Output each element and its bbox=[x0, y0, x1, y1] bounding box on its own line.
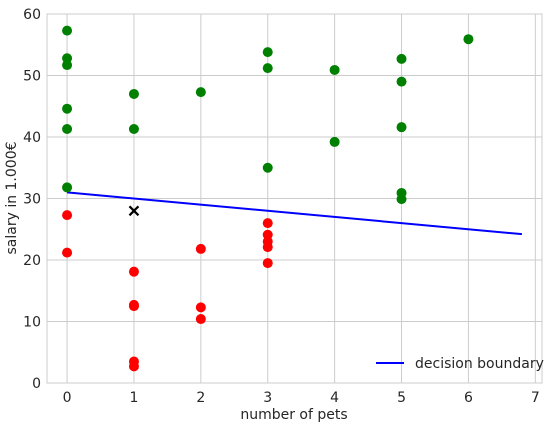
x-axis-label: number of pets bbox=[240, 407, 347, 423]
green-data-point bbox=[463, 34, 474, 45]
green-data-point bbox=[62, 124, 73, 135]
x-tick-label: 5 bbox=[397, 390, 406, 406]
y-tick-label: 30 bbox=[23, 192, 41, 208]
x-tick-label: 1 bbox=[129, 390, 138, 406]
decision-boundary-line bbox=[66, 191, 523, 236]
green-data-point bbox=[396, 194, 407, 205]
x-tick-label: 3 bbox=[263, 390, 272, 406]
y-tick-label: 10 bbox=[23, 315, 41, 331]
red-data-point bbox=[62, 247, 73, 258]
y-tick-label: 60 bbox=[23, 7, 41, 23]
red-data-point bbox=[262, 242, 273, 253]
green-data-point bbox=[262, 162, 273, 173]
red-data-point bbox=[128, 266, 139, 277]
y-axis-label: salary in 1.000€ bbox=[4, 141, 20, 254]
green-data-point bbox=[128, 124, 139, 135]
decision-lines bbox=[66, 191, 523, 236]
red-data-point bbox=[195, 243, 206, 254]
green-data-point bbox=[396, 53, 407, 64]
green-data-point bbox=[262, 47, 273, 58]
grid-lines bbox=[47, 13, 542, 384]
legend-label: decision boundary bbox=[415, 356, 544, 372]
y-tick-labels: 0 10 20 30 40 50 60 bbox=[23, 7, 41, 392]
x-tick-label: 0 bbox=[63, 390, 72, 406]
red-data-point bbox=[128, 301, 139, 312]
green-data-point bbox=[195, 87, 206, 98]
y-tick-label: 40 bbox=[23, 130, 41, 146]
green-data-point bbox=[128, 88, 139, 99]
red-data-point bbox=[195, 314, 206, 325]
green-data-point bbox=[62, 60, 73, 71]
x-marker-point bbox=[128, 205, 140, 217]
red-data-point bbox=[128, 361, 139, 372]
green-data-point bbox=[396, 122, 407, 133]
red-data-point bbox=[262, 218, 273, 229]
x-marker-stroke bbox=[128, 205, 140, 217]
x-tick-label: 7 bbox=[531, 390, 540, 406]
y-tick-label: 50 bbox=[23, 69, 41, 85]
x-tick-label: 4 bbox=[330, 390, 339, 406]
red-data-point bbox=[195, 302, 206, 313]
green-data-point bbox=[62, 25, 73, 36]
y-tick-label: 0 bbox=[32, 376, 41, 392]
green-data-point bbox=[329, 64, 340, 75]
y-tick-label: 20 bbox=[23, 253, 41, 269]
green-data-point bbox=[396, 76, 407, 87]
green-data-point bbox=[329, 136, 340, 147]
green-data-point bbox=[262, 63, 273, 74]
green-data-point bbox=[62, 103, 73, 114]
x-tick-labels: 0 1 2 3 4 5 6 7 bbox=[63, 390, 540, 406]
x-tick-label: 6 bbox=[464, 390, 473, 406]
x-tick-label: 2 bbox=[196, 390, 205, 406]
legend: decision boundary bbox=[376, 356, 544, 372]
red-data-point bbox=[62, 210, 73, 221]
green-data-point bbox=[62, 182, 73, 193]
red-data-point bbox=[262, 258, 273, 269]
data-points bbox=[62, 25, 474, 372]
